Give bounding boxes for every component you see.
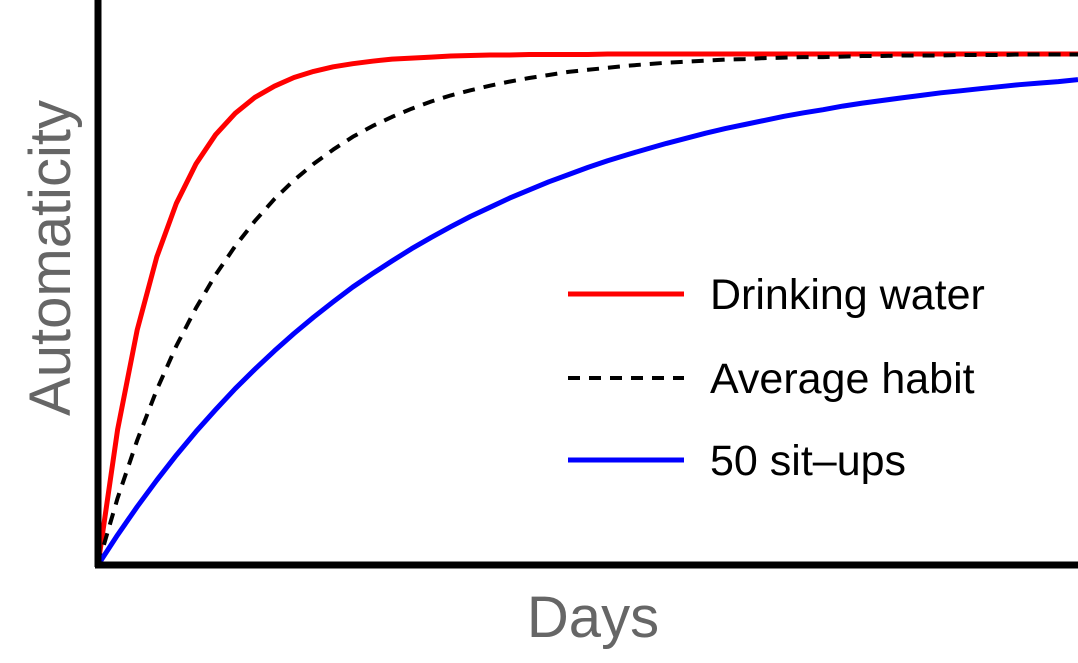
- series-line-50-sit-ups: [95, 77, 1078, 567]
- x-axis-title: Days: [527, 585, 659, 650]
- legend-label-50-sit-ups: 50 sit–ups: [710, 437, 906, 485]
- legend: Drinking water Average habit 50 sit–ups: [568, 271, 985, 485]
- legend-label-average-habit: Average habit: [710, 355, 975, 403]
- series-line-drinking-water: [95, 51, 1078, 566]
- y-axis-title: Automaticity: [18, 100, 83, 416]
- legend-label-drinking-water: Drinking water: [710, 271, 985, 319]
- series-line-average-habit: [96, 52, 1078, 566]
- series-layer: [95, 51, 1078, 567]
